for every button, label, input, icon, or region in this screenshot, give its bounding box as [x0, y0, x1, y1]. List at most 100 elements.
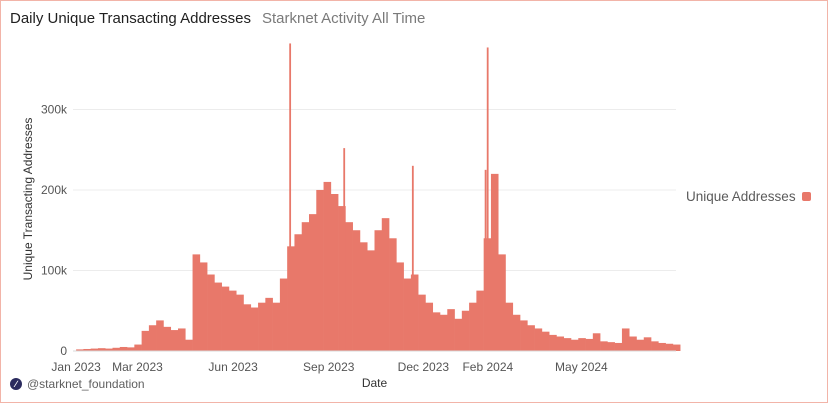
data-bar: [672, 344, 681, 351]
peak-bar: [289, 43, 292, 351]
data-bar: [228, 290, 237, 351]
data-bar: [512, 314, 521, 351]
chart-header: Daily Unique Transacting Addresses Stark…: [10, 10, 425, 27]
data-bar: [461, 310, 470, 351]
legend-swatch: [801, 192, 811, 201]
data-bar: [476, 290, 484, 351]
data-bar: [127, 347, 135, 351]
data-bar: [185, 339, 193, 351]
data-bar: [199, 262, 208, 351]
peak-bar: [484, 169, 487, 351]
data-bar: [359, 242, 368, 351]
data-bar: [301, 222, 310, 351]
peak-bar: [343, 148, 346, 351]
data-bar: [665, 343, 674, 351]
data-bar: [272, 302, 281, 351]
data-bar: [454, 318, 463, 351]
data-bar: [403, 278, 412, 351]
data-bar: [498, 254, 506, 351]
data-bar: [207, 274, 215, 351]
data-bar: [534, 328, 543, 351]
data-bar: [294, 234, 303, 351]
data-bar: [323, 181, 332, 351]
data-bar: [316, 189, 324, 351]
y-tick-label: 300k: [41, 102, 68, 116]
data-bar: [148, 325, 157, 351]
data-bar: [447, 309, 455, 351]
data-bar: [490, 173, 499, 351]
x-tick-label: Feb 2024: [462, 360, 513, 374]
chart-title: Daily Unique Transacting Addresses: [10, 10, 251, 27]
y-tick-label: 100k: [41, 263, 68, 277]
data-bar: [367, 250, 375, 351]
data-bar: [134, 344, 142, 351]
data-bar: [330, 194, 339, 351]
y-tick-label: 200k: [41, 183, 68, 197]
x-tick-label: Dec 2023: [398, 360, 450, 374]
x-tick-label: May 2024: [555, 360, 608, 374]
data-bar: [527, 325, 535, 351]
data-bar: [170, 330, 179, 351]
data-bar: [352, 230, 361, 351]
legend-label: Unique Addresses: [686, 189, 796, 204]
data-bar: [381, 218, 390, 351]
data-bar: [338, 206, 346, 351]
data-bar: [250, 307, 259, 351]
data-bar: [76, 349, 84, 351]
x-axis-title: Date: [362, 376, 388, 390]
data-bar: [418, 294, 426, 351]
data-bar: [469, 302, 477, 351]
data-bar: [192, 254, 201, 351]
data-bar: [410, 274, 419, 351]
data-bar: [309, 214, 317, 351]
data-bar: [541, 331, 550, 351]
data-bar: [178, 328, 186, 351]
x-tick-label: Mar 2023: [112, 360, 163, 374]
data-bar: [90, 348, 99, 351]
data-bar: [265, 297, 273, 351]
data-bar: [396, 262, 404, 351]
data-bar: [636, 339, 645, 351]
data-bar: [600, 341, 608, 351]
legend[interactable]: Unique Addresses: [686, 189, 811, 204]
starknet-logo-icon: ∕: [10, 378, 22, 390]
y-axis-title: Unique Transacting Addresses: [21, 118, 35, 281]
data-bar: [258, 302, 266, 351]
data-bar: [389, 238, 397, 351]
data-bar: [643, 337, 652, 351]
data-bar: [556, 336, 565, 351]
data-bar: [578, 338, 586, 351]
data-bar: [629, 336, 637, 351]
data-bar: [243, 304, 252, 351]
data-bar: [439, 314, 448, 351]
data-bar: [520, 320, 528, 351]
data-bar: [119, 346, 128, 351]
peak-bar: [411, 165, 414, 351]
data-bar: [112, 347, 121, 351]
data-bar: [592, 333, 601, 351]
data-bar: [432, 312, 441, 351]
footer-handle[interactable]: @starknet_foundation: [27, 377, 145, 391]
x-tick-label: Jan 2023: [51, 360, 101, 374]
footer: ∕ @starknet_foundation: [10, 377, 145, 391]
data-bar: [585, 338, 594, 351]
data-bar: [505, 302, 514, 351]
x-tick-label: Sep 2023: [303, 360, 355, 374]
data-bar: [563, 338, 572, 351]
data-bar: [214, 282, 222, 351]
x-tick-label: Jun 2023: [208, 360, 258, 374]
data-bar: [156, 320, 164, 351]
data-bar: [345, 222, 353, 351]
data-bar: [97, 348, 106, 351]
y-tick-label: 0: [60, 344, 67, 358]
data-bar: [83, 348, 91, 351]
data-bar: [236, 294, 244, 351]
data-bar: [658, 342, 666, 351]
data-bar: [279, 278, 288, 351]
data-bar: [570, 339, 579, 351]
data-bar: [105, 348, 113, 351]
chart-subtitle: Starknet Activity All Time: [261, 10, 426, 27]
data-bar: [374, 230, 383, 351]
